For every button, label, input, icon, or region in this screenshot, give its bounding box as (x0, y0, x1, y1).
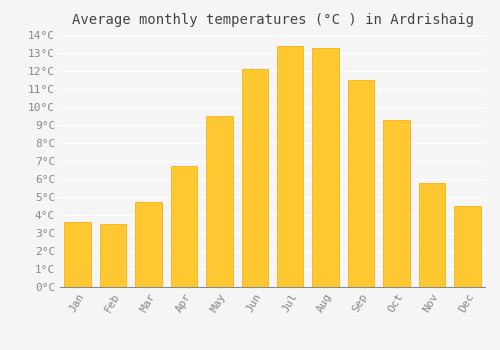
Bar (206, 116, 233, 287)
Title: Average monthly temperatures (°C ) in Ardrishaig: Average monthly temperatures (°C ) in Ar… (72, 13, 473, 27)
Bar (136, 202, 162, 287)
Bar (312, 48, 339, 287)
Bar (348, 80, 374, 287)
Bar (418, 183, 445, 287)
Bar (277, 46, 303, 287)
Bar (383, 120, 409, 287)
Bar (170, 166, 197, 287)
Bar (100, 224, 126, 287)
Bar (242, 69, 268, 287)
Bar (64, 222, 91, 287)
Bar (454, 206, 480, 287)
